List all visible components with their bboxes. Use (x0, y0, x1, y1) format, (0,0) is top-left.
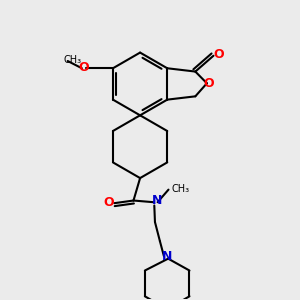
Text: O: O (203, 77, 214, 90)
Text: O: O (214, 48, 224, 61)
Text: N: N (162, 250, 172, 263)
Text: O: O (78, 61, 88, 74)
Text: N: N (152, 194, 162, 207)
Text: CH₃: CH₃ (64, 55, 82, 65)
Text: O: O (103, 196, 114, 209)
Text: CH₃: CH₃ (172, 184, 190, 194)
